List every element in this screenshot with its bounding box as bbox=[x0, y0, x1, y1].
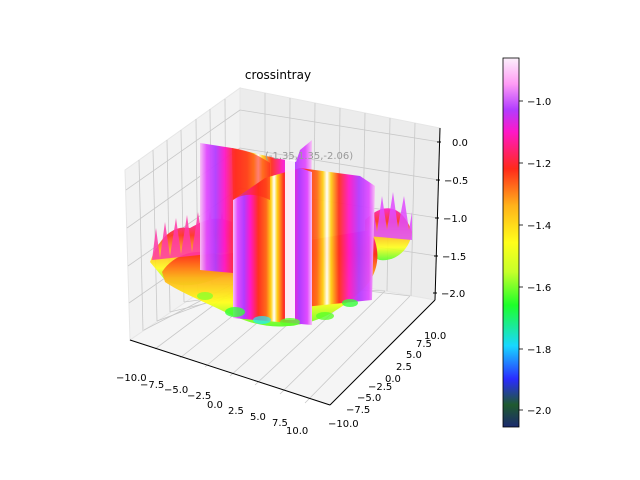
colorbar-tick-label: −1.0 bbox=[527, 97, 551, 108]
z-tick-label: −2.0 bbox=[441, 289, 465, 300]
surface-ridge-arch bbox=[232, 148, 270, 200]
y-tick-label: −5.0 bbox=[357, 393, 381, 404]
y-tick-label: −10.0 bbox=[328, 419, 359, 430]
surface-plot bbox=[150, 140, 412, 327]
y-tick-label: 10.0 bbox=[424, 331, 446, 342]
y-tick-label: −2.5 bbox=[368, 382, 392, 393]
y-tick-label: 2.5 bbox=[396, 362, 412, 373]
z-tick-label: −0.5 bbox=[444, 176, 468, 187]
colorbar: −1.0 −1.2 −1.4 −1.6 −1.8 −2.0 bbox=[502, 57, 551, 428]
colorbar-tick-label: −1.2 bbox=[527, 159, 551, 170]
z-axis-ticks: 0.0 −0.5 −1.0 −1.5 −2.0 bbox=[433, 138, 468, 300]
x-tick-label: −10.0 bbox=[116, 373, 147, 384]
chart-title: crossintray bbox=[245, 68, 311, 82]
colorbar-tick-label: −1.6 bbox=[527, 283, 551, 294]
colorbar-tick-label: −1.8 bbox=[527, 345, 551, 356]
colorbar-tick-label: −1.4 bbox=[527, 221, 551, 232]
x-axis-ticks: −10.0 −7.5 −5.0 −2.5 0.0 2.5 5.0 7.5 10.… bbox=[116, 373, 308, 437]
x-tick-label: 10.0 bbox=[286, 426, 308, 437]
z-tick-label: 0.0 bbox=[452, 138, 468, 149]
x-tick-label: 7.5 bbox=[272, 418, 288, 429]
z-tick-label: −1.5 bbox=[442, 252, 466, 263]
x-tick-label: −7.5 bbox=[140, 380, 164, 391]
x-tick-label: −2.5 bbox=[187, 391, 211, 402]
y-tick-label: 0.0 bbox=[385, 374, 401, 385]
x-tick-label: 2.5 bbox=[228, 406, 244, 417]
y-tick-label: −7.5 bbox=[346, 405, 370, 416]
surface-ridge-center bbox=[285, 160, 295, 320]
y-tick-label: 5.0 bbox=[406, 350, 422, 361]
colorbar-gradient bbox=[502, 57, 520, 428]
x-tick-label: 0.0 bbox=[207, 400, 223, 411]
point-annotation: (-1.35,1.35,-2.06) bbox=[265, 151, 353, 162]
z-axis-line bbox=[434, 127, 441, 301]
y-axis-ticks: −10.0 −7.5 −5.0 −2.5 0.0 2.5 5.0 7.5 10.… bbox=[328, 331, 446, 430]
x-tick-label: −5.0 bbox=[164, 385, 188, 396]
x-tick-label: 5.0 bbox=[250, 412, 266, 423]
y-tick-label: 7.5 bbox=[416, 339, 432, 350]
z-tick-label: −1.0 bbox=[443, 214, 467, 225]
surface-troughs bbox=[197, 292, 358, 326]
colorbar-tick-label: −2.0 bbox=[527, 406, 551, 417]
